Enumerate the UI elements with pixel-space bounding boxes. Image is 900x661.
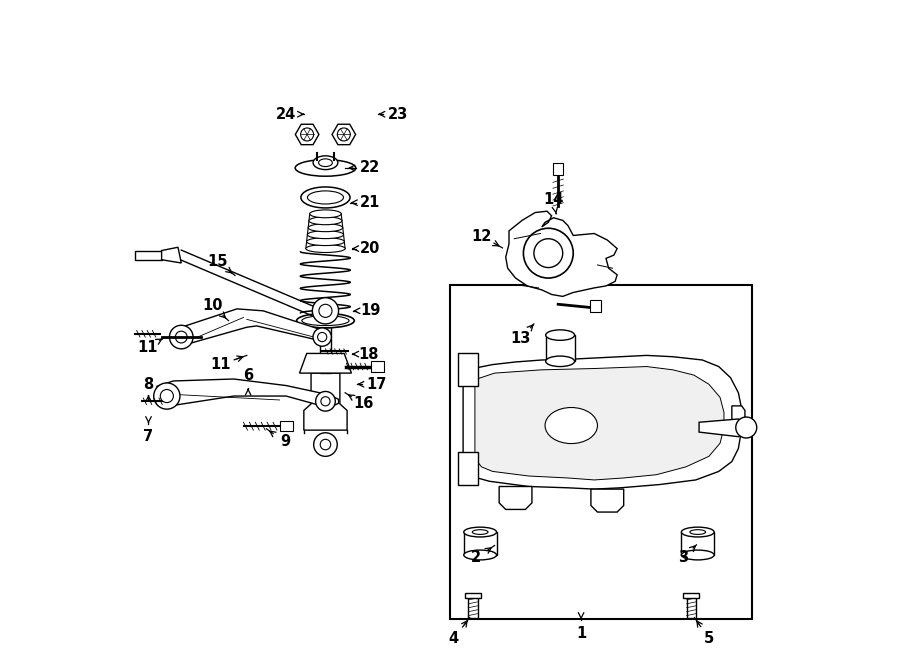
- Bar: [458, 451, 478, 485]
- Circle shape: [320, 440, 330, 449]
- Polygon shape: [687, 596, 696, 617]
- Text: 3: 3: [678, 551, 688, 565]
- Text: 9: 9: [280, 434, 290, 449]
- Ellipse shape: [472, 529, 488, 534]
- Polygon shape: [465, 593, 481, 598]
- Circle shape: [736, 417, 757, 438]
- Bar: [458, 354, 478, 386]
- Polygon shape: [699, 419, 748, 437]
- Text: 5: 5: [704, 631, 714, 646]
- Text: 20: 20: [360, 241, 380, 256]
- Ellipse shape: [681, 527, 714, 537]
- Text: 1: 1: [576, 626, 586, 641]
- Circle shape: [312, 297, 338, 324]
- Text: 11: 11: [211, 357, 230, 372]
- Polygon shape: [464, 356, 742, 489]
- Bar: [464, 532, 497, 555]
- Polygon shape: [553, 163, 563, 175]
- Text: 10: 10: [202, 298, 223, 313]
- Ellipse shape: [302, 316, 349, 326]
- Ellipse shape: [464, 527, 497, 537]
- Ellipse shape: [545, 330, 574, 340]
- Circle shape: [321, 397, 330, 406]
- Polygon shape: [157, 379, 338, 408]
- Ellipse shape: [464, 550, 497, 560]
- Circle shape: [534, 239, 562, 268]
- Text: 4: 4: [449, 631, 459, 646]
- Text: 22: 22: [360, 161, 380, 175]
- Polygon shape: [300, 354, 351, 373]
- Text: 18: 18: [358, 346, 378, 362]
- Text: 21: 21: [360, 195, 380, 210]
- Bar: [545, 335, 574, 362]
- Circle shape: [314, 433, 338, 456]
- Ellipse shape: [545, 408, 598, 444]
- Text: 24: 24: [276, 106, 296, 122]
- Ellipse shape: [306, 245, 345, 253]
- Circle shape: [154, 383, 180, 409]
- Ellipse shape: [310, 210, 341, 217]
- Polygon shape: [506, 212, 617, 296]
- Circle shape: [176, 331, 187, 343]
- Bar: [450, 285, 752, 619]
- Text: 16: 16: [354, 397, 373, 411]
- Text: 2: 2: [472, 551, 482, 565]
- Ellipse shape: [308, 224, 343, 231]
- Text: 11: 11: [137, 340, 157, 355]
- Polygon shape: [280, 421, 292, 432]
- Polygon shape: [591, 489, 624, 512]
- Circle shape: [524, 228, 573, 278]
- Ellipse shape: [308, 191, 344, 204]
- Circle shape: [169, 325, 194, 349]
- Polygon shape: [171, 309, 330, 345]
- Polygon shape: [320, 327, 331, 373]
- Ellipse shape: [308, 231, 344, 239]
- Text: 8: 8: [143, 377, 154, 392]
- Circle shape: [313, 328, 331, 346]
- Polygon shape: [295, 124, 319, 145]
- Polygon shape: [304, 373, 347, 430]
- Polygon shape: [683, 593, 699, 598]
- Polygon shape: [590, 299, 601, 312]
- Text: 12: 12: [472, 229, 491, 244]
- Text: 7: 7: [143, 429, 154, 444]
- Ellipse shape: [301, 187, 350, 208]
- Text: 15: 15: [207, 254, 228, 269]
- Ellipse shape: [307, 238, 345, 245]
- Text: 17: 17: [366, 377, 387, 392]
- Polygon shape: [468, 596, 478, 617]
- Ellipse shape: [681, 550, 714, 560]
- Polygon shape: [475, 367, 724, 480]
- Ellipse shape: [545, 356, 574, 367]
- Text: 23: 23: [387, 106, 408, 122]
- Circle shape: [160, 389, 174, 403]
- Text: 13: 13: [510, 331, 531, 346]
- Text: 14: 14: [544, 192, 563, 207]
- Ellipse shape: [690, 529, 706, 534]
- Text: 6: 6: [243, 368, 253, 383]
- Circle shape: [319, 304, 332, 317]
- Ellipse shape: [295, 160, 356, 176]
- Bar: [681, 532, 714, 555]
- Polygon shape: [135, 251, 162, 260]
- Ellipse shape: [313, 156, 338, 170]
- Circle shape: [316, 391, 336, 411]
- Circle shape: [318, 332, 327, 342]
- Polygon shape: [372, 362, 384, 371]
- Ellipse shape: [309, 217, 342, 225]
- Polygon shape: [732, 406, 745, 422]
- Text: 19: 19: [360, 303, 380, 319]
- Ellipse shape: [297, 313, 355, 328]
- Polygon shape: [332, 124, 356, 145]
- Polygon shape: [500, 486, 532, 510]
- Ellipse shape: [319, 159, 332, 167]
- Polygon shape: [162, 247, 181, 263]
